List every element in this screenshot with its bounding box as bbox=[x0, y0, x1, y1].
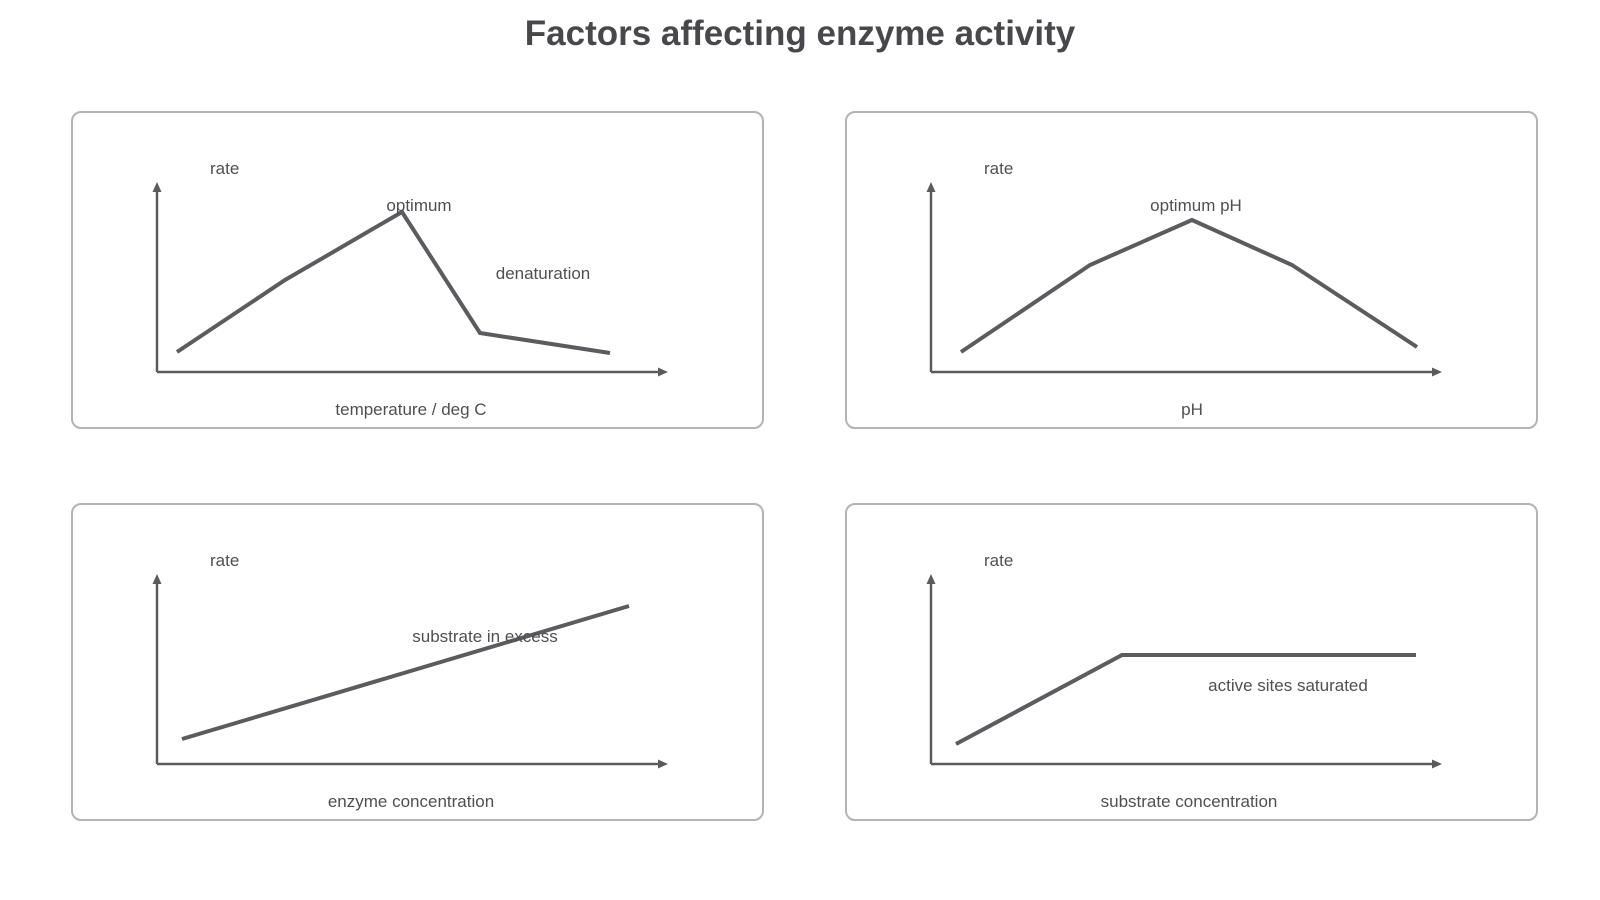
y-axis-label: rate bbox=[984, 159, 1013, 178]
ph-graph-panel: rate pH optimum pH bbox=[845, 111, 1538, 429]
substrate-concentration-rate-curve bbox=[955, 653, 1416, 746]
x-axis-arrow-icon bbox=[658, 759, 668, 769]
temperature-graph: rate temperature / deg C optimum denatur… bbox=[152, 159, 668, 419]
enzyme-concentration-rate-line bbox=[181, 604, 630, 741]
substrate-concentration-graph: rate substrate concentration active site… bbox=[926, 551, 1442, 811]
page-title: Factors affecting enzyme activity bbox=[524, 14, 1076, 53]
x-axis-label: temperature / deg C bbox=[335, 400, 486, 419]
x-axis-label: pH bbox=[1181, 400, 1203, 419]
x-axis-label: substrate concentration bbox=[1101, 792, 1278, 811]
active-sites-saturated-annotation: active sites saturated bbox=[1208, 676, 1368, 695]
optimum-annotation: optimum bbox=[386, 196, 451, 215]
y-axis-arrow-icon bbox=[152, 574, 162, 584]
x-axis-arrow-icon bbox=[658, 367, 668, 377]
x-axis-arrow-icon bbox=[1432, 367, 1442, 377]
y-axis-label: rate bbox=[984, 551, 1013, 570]
x-axis-arrow-icon bbox=[1432, 759, 1442, 769]
ph-graph: rate pH optimum pH bbox=[926, 159, 1442, 419]
optimum-ph-annotation: optimum pH bbox=[1150, 196, 1242, 215]
substrate-in-excess-annotation: substrate in excess bbox=[412, 627, 558, 646]
substrate-concentration-graph-panel: rate substrate concentration active site… bbox=[845, 503, 1538, 821]
y-axis-label: rate bbox=[210, 159, 239, 178]
y-axis-arrow-icon bbox=[926, 574, 936, 584]
temperature-graph-panel: rate temperature / deg C optimum denatur… bbox=[71, 111, 764, 429]
enzyme-concentration-graph: rate enzyme concentration substrate in e… bbox=[152, 551, 668, 811]
enzyme-concentration-graph-panel: rate enzyme concentration substrate in e… bbox=[71, 503, 764, 821]
denaturation-annotation: denaturation bbox=[496, 264, 591, 283]
y-axis-label: rate bbox=[210, 551, 239, 570]
x-axis-label: enzyme concentration bbox=[328, 792, 494, 811]
temperature-rate-curve bbox=[175, 209, 611, 355]
ph-rate-curve bbox=[959, 217, 1419, 354]
y-axis-arrow-icon bbox=[926, 182, 936, 192]
y-axis-arrow-icon bbox=[152, 182, 162, 192]
